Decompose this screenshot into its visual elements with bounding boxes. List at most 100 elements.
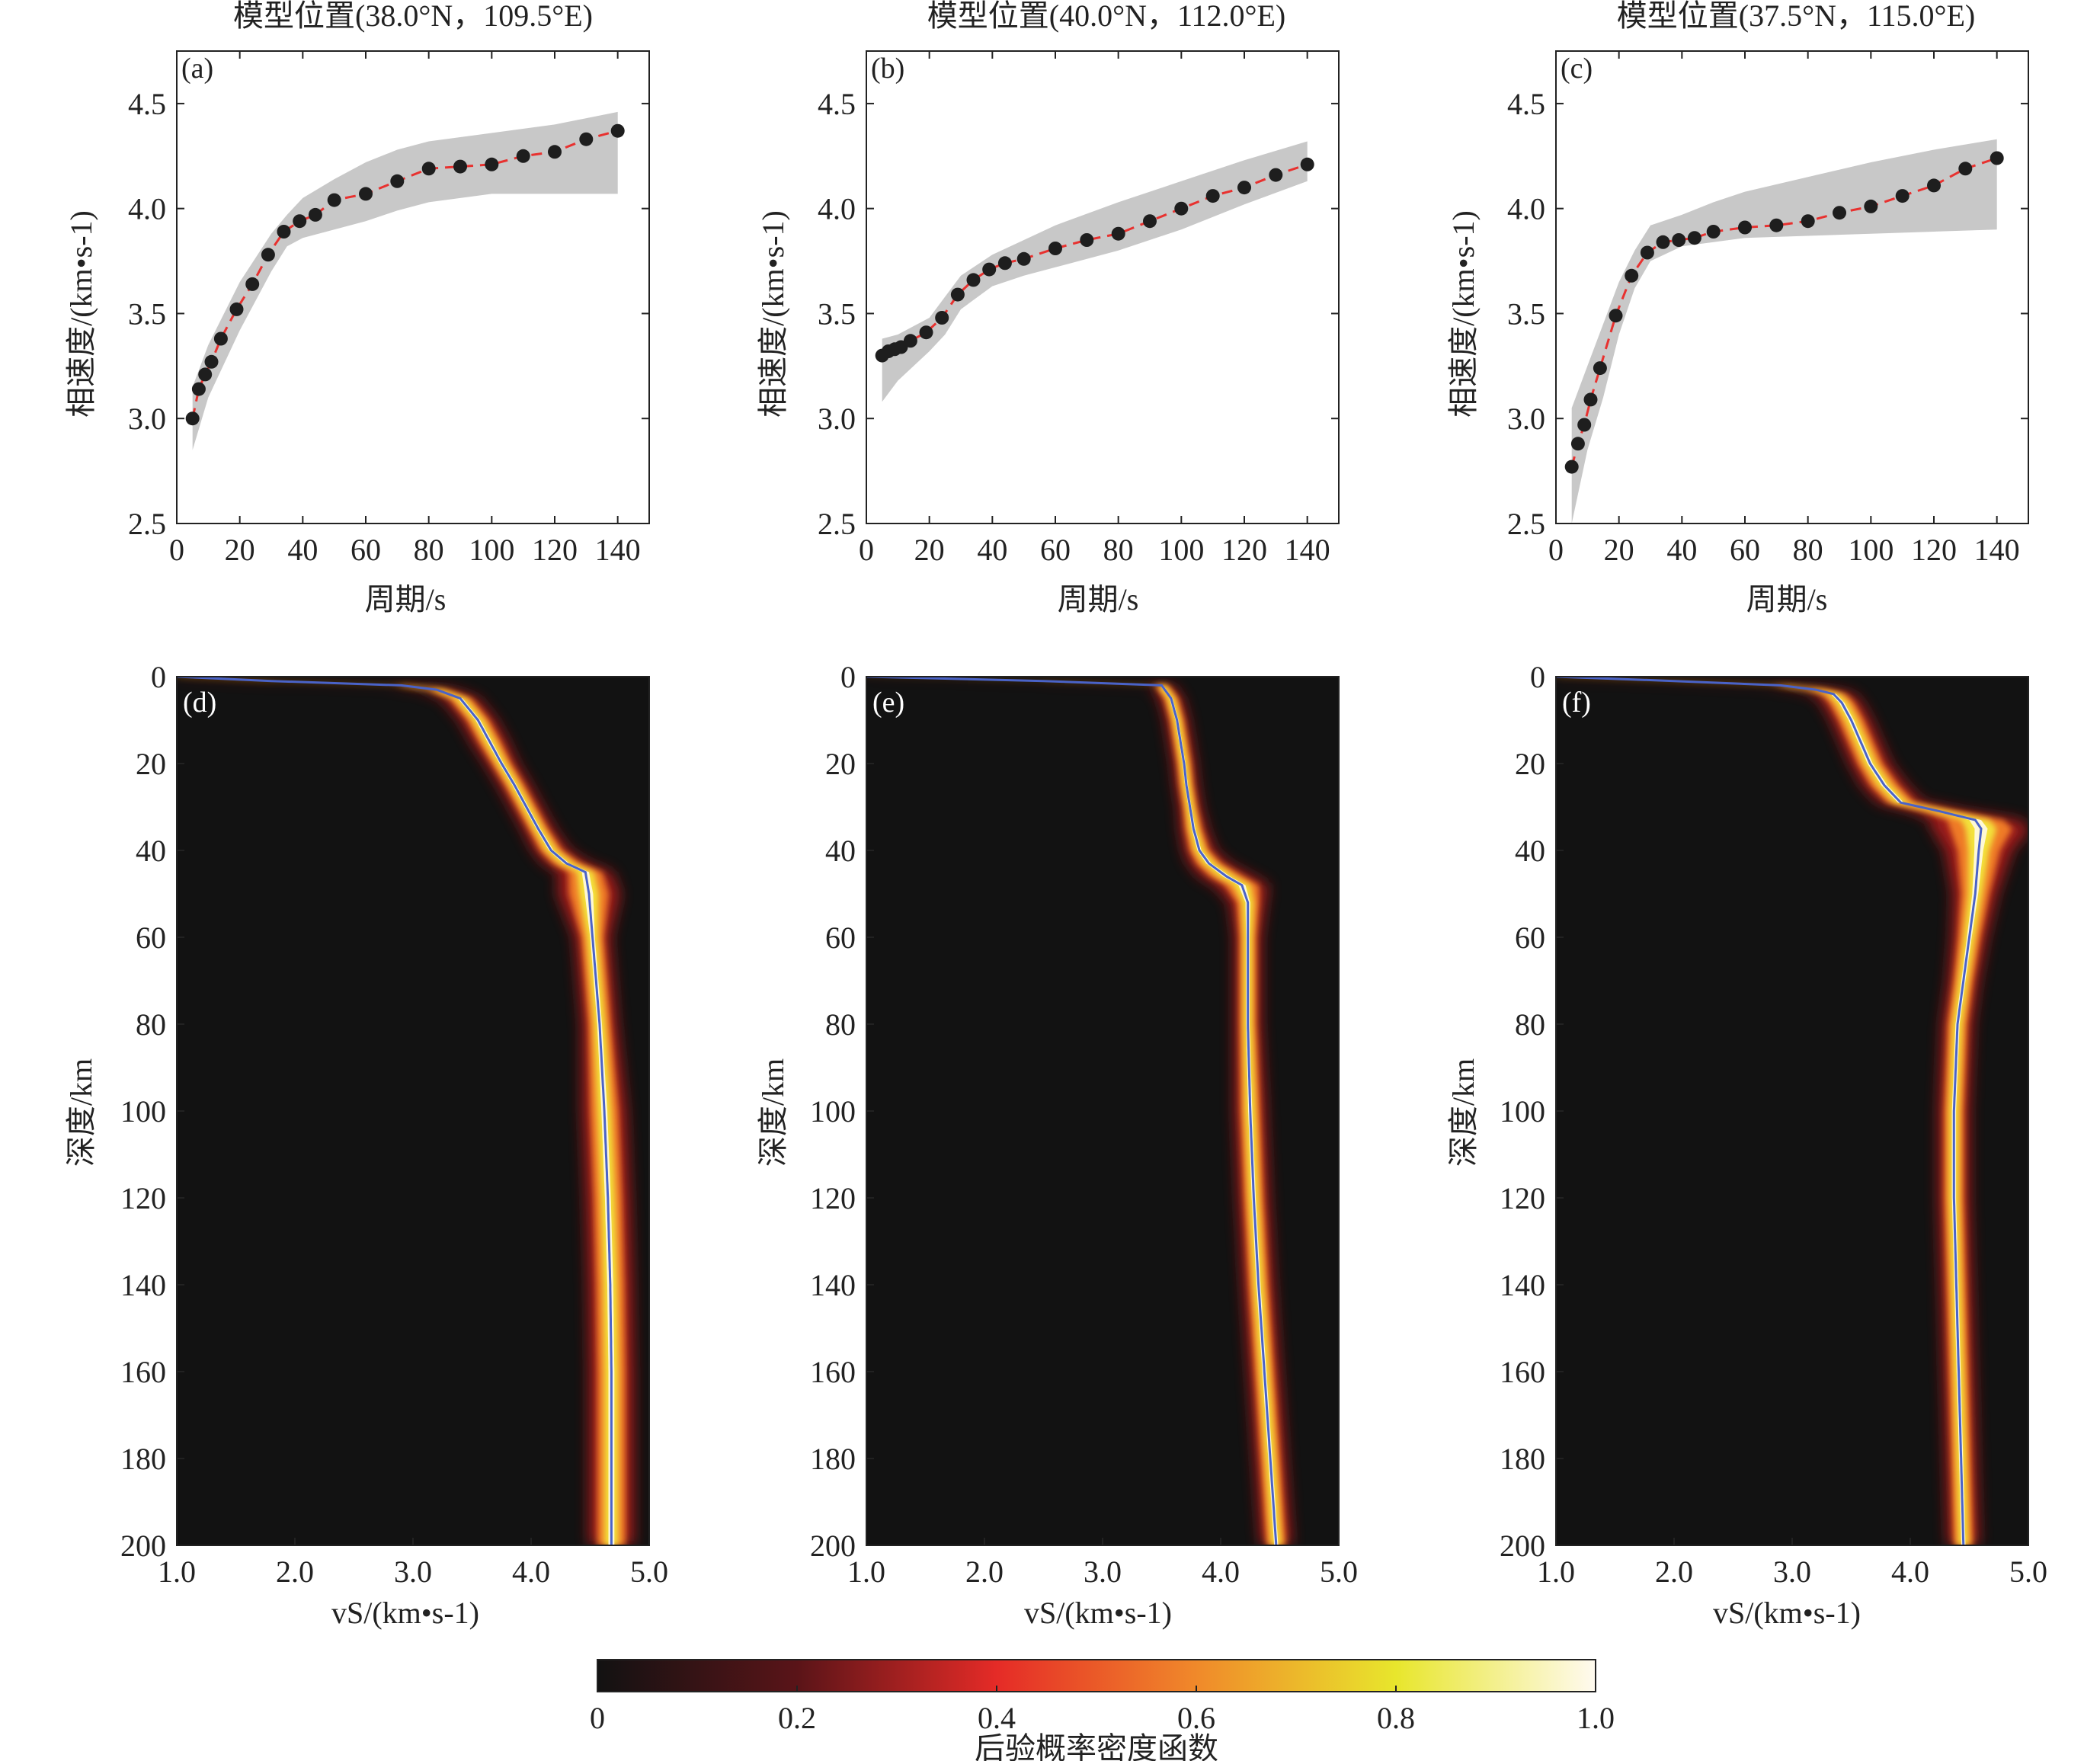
panel-b-data-point xyxy=(1269,168,1283,182)
colorbar-tick-label: 1.0 xyxy=(1577,1701,1615,1735)
panel-c-xlabel: 周期/s xyxy=(1746,582,1828,616)
panel-b-xtick-label: 40 xyxy=(977,533,1007,567)
panel-b-data-point xyxy=(919,325,933,340)
panel-b-ytick-label: 2.5 xyxy=(818,507,856,541)
panel-b-data-point xyxy=(982,262,997,277)
panel-b-data-point xyxy=(1016,251,1031,266)
colorbar-tick-label: 0.2 xyxy=(778,1701,816,1735)
panel-a-ytick-label: 4.5 xyxy=(128,87,166,121)
panel-d-xlabel: vS/(km•s-1) xyxy=(331,1596,479,1630)
panel-c-xtick-label: 120 xyxy=(1911,533,1957,567)
panel-a-data-point xyxy=(191,382,206,396)
panel-a-xtick-label: 80 xyxy=(414,533,444,567)
panel-f-xtick-label: 3.0 xyxy=(1773,1554,1811,1589)
panel-a-data-point xyxy=(213,331,228,346)
panel-a-label: (a) xyxy=(181,53,213,85)
panel-a-ytick-label: 4.0 xyxy=(128,192,166,226)
panel-b-frame xyxy=(866,50,1340,524)
colorbar-tick-label: 0.8 xyxy=(1377,1701,1415,1735)
panel-a: 模型位置(38.0°N，109.5°E) (a) 周期/s 相速度/(km•s-… xyxy=(64,0,650,616)
panel-d-ytick-label: 60 xyxy=(136,921,166,955)
panel-b-title: 模型位置(40.0°N，112.0°E) xyxy=(927,0,1285,33)
panel-c: 模型位置(37.5°N，115.0°E) (c) 周期/s 相速度/(km•s-… xyxy=(1446,0,2029,616)
panel-c-xtick-label: 80 xyxy=(1793,533,1823,567)
panel-b-xtick-label: 60 xyxy=(1040,533,1071,567)
panel-c-xtick-label: 60 xyxy=(1730,533,1760,567)
panel-a-xtick-label: 60 xyxy=(351,533,381,567)
panel-c-data-point xyxy=(1801,214,1815,229)
panel-b-data-point xyxy=(1237,181,1251,195)
panel-e-ytick-label: 60 xyxy=(825,921,856,955)
panel-e-ytick-label: 140 xyxy=(810,1268,856,1302)
panel-a-data-point xyxy=(579,132,594,146)
panel-b-data-point xyxy=(1143,214,1157,229)
panel-d-density xyxy=(177,677,634,1545)
panel-f-xtick-label: 2.0 xyxy=(1655,1554,1693,1589)
panel-f-xtick-label: 4.0 xyxy=(1891,1554,1929,1589)
panel-f-label: (f) xyxy=(1562,687,1591,719)
panel-c-data-point xyxy=(1593,361,1607,376)
panel-c-ytick-label: 2.5 xyxy=(1507,507,1545,541)
panel-b-ytick-label: 4.5 xyxy=(818,87,856,121)
panel-f-ytick-label: 80 xyxy=(1515,1007,1545,1042)
panel-c-data-point xyxy=(1958,162,1973,176)
panel-b-data-point xyxy=(935,311,949,325)
panel-e-density xyxy=(866,677,1292,1545)
panel-e-ytick-label: 160 xyxy=(810,1355,856,1389)
panel-a-data-point xyxy=(421,162,436,176)
panel-e-label: (e) xyxy=(872,687,904,719)
panel-d-xtick-label: 5.0 xyxy=(630,1554,668,1589)
panel-c-xtick-label: 20 xyxy=(1604,533,1634,567)
panel-d-ytick-label: 0 xyxy=(151,660,166,694)
panel-a-xtick-label: 140 xyxy=(595,533,641,567)
panel-a-data-point xyxy=(261,248,275,262)
panel-e-mean-profile xyxy=(866,677,1278,1545)
panel-c-data-point xyxy=(1583,392,1598,407)
panel-c-xtick-label: 100 xyxy=(1848,533,1894,567)
panel-d-ytick-label: 200 xyxy=(120,1529,166,1563)
panel-d-ytick-label: 120 xyxy=(120,1181,166,1215)
panel-f-ytick-label: 100 xyxy=(1500,1094,1545,1129)
panel-d-ytick-label: 20 xyxy=(136,747,166,781)
panel-b-data-point xyxy=(1174,201,1189,216)
panel-e-ytick-label: 20 xyxy=(825,747,856,781)
panel-a-data-point xyxy=(453,159,467,174)
panel-a-data-point xyxy=(293,214,307,229)
panel-c-frame xyxy=(1555,50,2029,524)
panel-b-data-point xyxy=(1048,242,1062,255)
panel-c-ylabel: 相速度/(km•s-1) xyxy=(1446,210,1481,418)
panel-e-xtick-label: 2.0 xyxy=(965,1554,1004,1589)
panel-f: vS/(km•s-1) 深度/km (f) 1.0 2.0 3.0 4.0 5.0 0 20 4… xyxy=(1446,660,2047,1630)
panel-c-data-point xyxy=(1625,268,1639,283)
panel-c-xtick-label: 0 xyxy=(1548,533,1564,567)
colorbar-gradient xyxy=(597,1659,1596,1692)
panel-e-xlabel: vS/(km•s-1) xyxy=(1024,1596,1172,1630)
panel-b-data-point xyxy=(1300,157,1314,171)
panel-f-ylabel: 深度/km xyxy=(1446,1058,1481,1167)
panel-d-ytick-label: 100 xyxy=(120,1094,166,1129)
panel-a-xtick-label: 20 xyxy=(225,533,255,567)
panel-a-data-point xyxy=(390,174,405,188)
panel-d-xtick-label: 3.0 xyxy=(394,1554,432,1589)
panel-f-xtick-label: 5.0 xyxy=(2009,1554,2047,1589)
panel-c-label: (c) xyxy=(1561,53,1593,85)
panel-c-data-point xyxy=(1577,418,1592,432)
panel-a-data-point xyxy=(610,123,625,138)
panel-e-ytick-label: 200 xyxy=(810,1529,856,1563)
panel-c-data-point xyxy=(1609,309,1623,323)
panel-f-ytick-label: 200 xyxy=(1500,1529,1545,1563)
panel-e-ytick-label: 80 xyxy=(825,1007,856,1042)
panel-f-ytick-label: 120 xyxy=(1500,1181,1545,1215)
panel-a-data-point xyxy=(198,367,213,382)
panel-d-ylabel: 深度/km xyxy=(64,1058,98,1167)
panel-c-ytick-label: 4.5 xyxy=(1507,87,1545,121)
panel-d-ytick-label: 160 xyxy=(120,1355,166,1389)
panel-d-xtick-label: 1.0 xyxy=(158,1554,196,1589)
panel-a-ylabel: 相速度/(km•s-1) xyxy=(64,210,98,418)
panel-a-ytick-label: 2.5 xyxy=(128,507,166,541)
panel-a-data-point xyxy=(204,354,219,369)
panel-c-ytick-label: 3.5 xyxy=(1507,296,1545,331)
panel-e-ytick-label: 100 xyxy=(810,1094,856,1129)
panel-b-xtick-label: 120 xyxy=(1221,533,1267,567)
